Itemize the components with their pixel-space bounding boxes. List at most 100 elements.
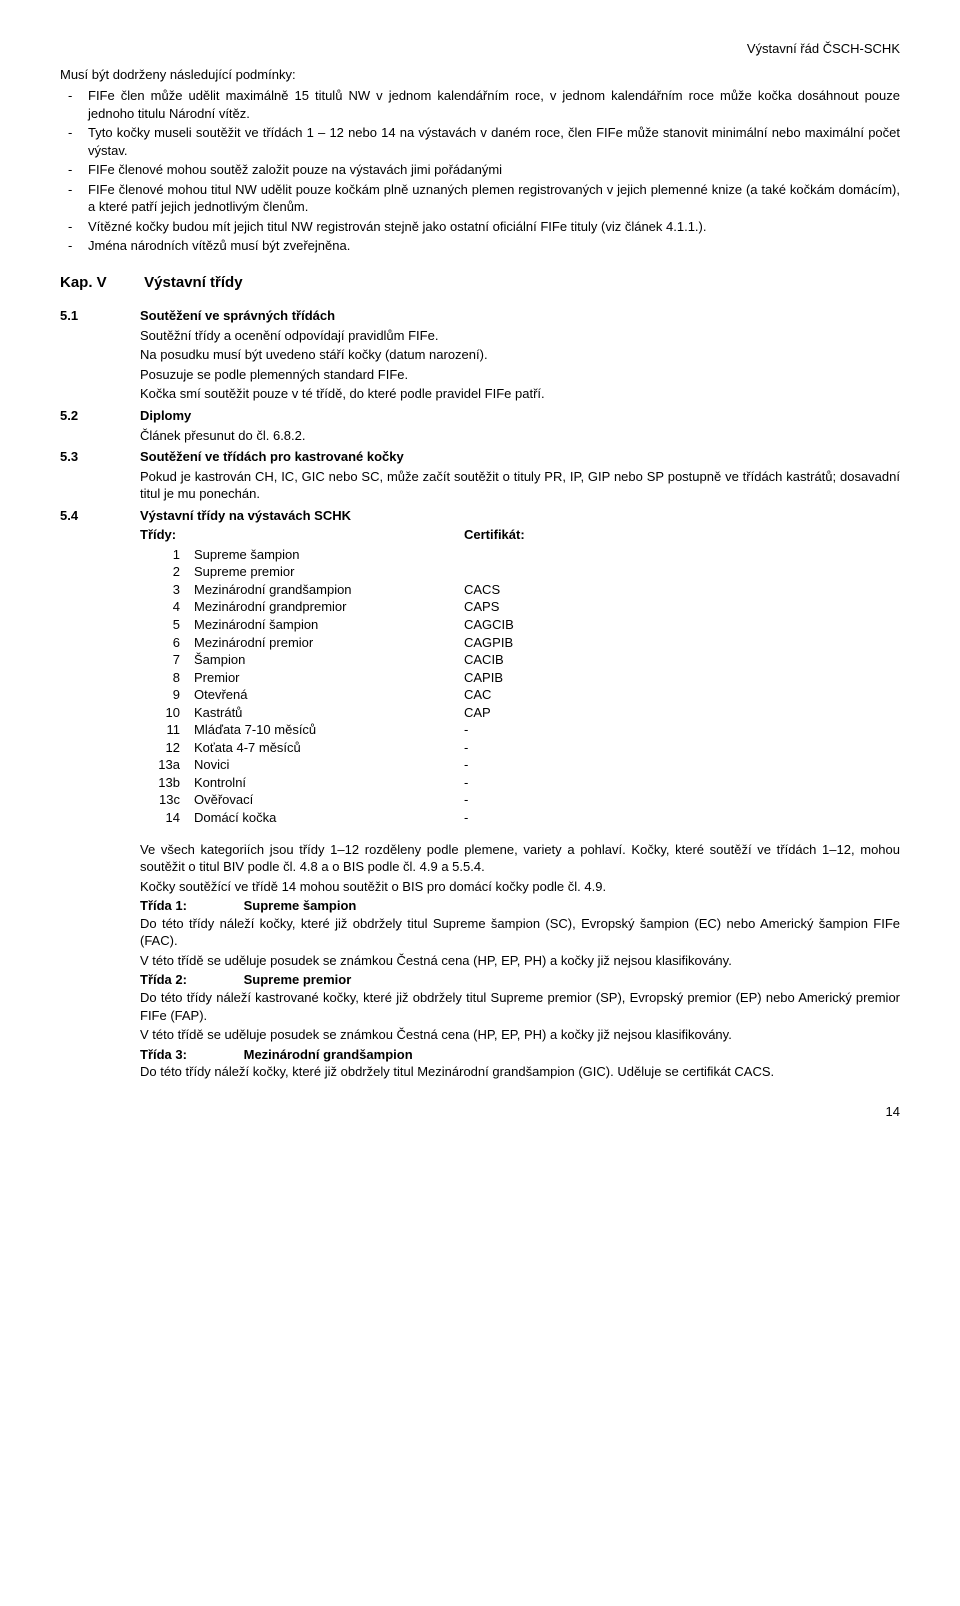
section-line: Soutěžní třídy a ocenění odpovídají prav… [140, 327, 900, 345]
class-cert: CACS [464, 581, 584, 599]
trida-heading: Třída 2: Supreme premior [140, 971, 900, 989]
trida-body-line: V této třídě se uděluje posudek se známk… [140, 1026, 900, 1044]
class-row: 3Mezinárodní grandšampionCACS [140, 581, 900, 599]
trida-title: Supreme šampion [244, 898, 357, 913]
class-row: 2Supreme premior [140, 563, 900, 581]
class-cert: CACIB [464, 651, 584, 669]
intro-bullet: FIFe člen může udělit maximálně 15 titul… [60, 87, 900, 122]
classes-col-label: Třídy: [140, 526, 464, 544]
section-number: 5.1 [60, 307, 140, 405]
class-cert: - [464, 739, 584, 757]
class-number: 13c [140, 791, 194, 809]
class-row: 8PremiorCAPIB [140, 669, 900, 687]
section-line: Článek přesunut do čl. 6.8.2. [140, 427, 900, 445]
class-number: 14 [140, 809, 194, 827]
class-row: 10KastrátůCAP [140, 704, 900, 722]
class-row: 9OtevřenáCAC [140, 686, 900, 704]
class-row: 14Domácí kočka- [140, 809, 900, 827]
section-note: Ve všech kategoriích jsou třídy 1–12 roz… [140, 841, 900, 876]
class-name: Šampion [194, 651, 464, 669]
trida-heading: Třída 1: Supreme šampion [140, 897, 900, 915]
section-line: Pokud je kastrován CH, IC, GIC nebo SC, … [140, 468, 900, 503]
class-name: Mezinárodní premior [194, 634, 464, 652]
intro-bullet: Tyto kočky museli soutěžit ve třídách 1 … [60, 124, 900, 159]
trida-title: Mezinárodní grandšampion [244, 1047, 413, 1062]
class-number: 13b [140, 774, 194, 792]
class-name: Novici [194, 756, 464, 774]
intro-bullets: FIFe člen může udělit maximálně 15 titul… [60, 87, 900, 255]
trida-body-line: V této třídě se uděluje posudek se známk… [140, 952, 900, 970]
class-number: 8 [140, 669, 194, 687]
section-number: 5.4 [60, 507, 140, 1083]
class-number: 7 [140, 651, 194, 669]
class-cert: - [464, 721, 584, 739]
class-cert: CAPIB [464, 669, 584, 687]
section-line: Na posudku musí být uvedeno stáří kočky … [140, 346, 900, 364]
section-5-2: 5.2 Diplomy Článek přesunut do čl. 6.8.2… [60, 407, 900, 446]
class-number: 5 [140, 616, 194, 634]
intro-lead: Musí být dodrženy následující podmínky: [60, 66, 900, 84]
class-name: Otevřená [194, 686, 464, 704]
class-row: 6Mezinárodní premiorCAGPIB [140, 634, 900, 652]
doc-header-right: Výstavní řád ČSCH-SCHK [60, 40, 900, 58]
section-title: Soutěžení ve třídách pro kastrované kočk… [140, 448, 900, 466]
class-row: 1Supreme šampion [140, 546, 900, 564]
class-number: 10 [140, 704, 194, 722]
trida-label: Třída 1: [140, 897, 240, 915]
section-5-3: 5.3 Soutěžení ve třídách pro kastrované … [60, 448, 900, 505]
trida-body-line: Do této třídy náleží kočky, které již ob… [140, 915, 900, 950]
class-row: 13cOvěřovací- [140, 791, 900, 809]
class-name: Kastrátů [194, 704, 464, 722]
section-title: Diplomy [140, 407, 900, 425]
class-table: 1Supreme šampion2Supreme premior3Mezinár… [140, 546, 900, 827]
class-number: 4 [140, 598, 194, 616]
class-row: 13aNovici- [140, 756, 900, 774]
class-number: 3 [140, 581, 194, 599]
chapter-title: Výstavní třídy [144, 274, 242, 291]
class-name: Ověřovací [194, 791, 464, 809]
class-name: Domácí kočka [194, 809, 464, 827]
class-number: 13a [140, 756, 194, 774]
class-cert: - [464, 756, 584, 774]
class-row: 12Koťata 4-7 měsíců- [140, 739, 900, 757]
class-number: 9 [140, 686, 194, 704]
class-row: 13bKontrolní- [140, 774, 900, 792]
section-5-4: 5.4 Výstavní třídy na výstavách SCHK Tří… [60, 507, 900, 1083]
intro-bullet: FIFe členové mohou soutěž založit pouze … [60, 161, 900, 179]
class-cert: CAPS [464, 598, 584, 616]
intro-bullet: Jména národních vítězů musí být zveřejně… [60, 237, 900, 255]
section-number: 5.2 [60, 407, 140, 446]
chapter-label: Kap. V [60, 273, 140, 293]
class-cert: CAP [464, 704, 584, 722]
section-title: Výstavní třídy na výstavách SCHK [140, 507, 900, 525]
class-name: Supreme šampion [194, 546, 464, 564]
class-name: Mláďata 7-10 měsíců [194, 721, 464, 739]
class-cert: - [464, 809, 584, 827]
class-number: 6 [140, 634, 194, 652]
class-name: Premior [194, 669, 464, 687]
trida-label: Třída 3: [140, 1046, 240, 1064]
section-5-1: 5.1 Soutěžení ve správných třídách Soutě… [60, 307, 900, 405]
trida-title: Supreme premior [244, 972, 352, 987]
trida-heading: Třída 3: Mezinárodní grandšampion [140, 1046, 900, 1064]
class-row: 7ŠampionCACIB [140, 651, 900, 669]
trida-body-line: Do této třídy náleží kočky, které již ob… [140, 1063, 900, 1081]
class-cert [464, 546, 584, 564]
class-cert: CAGPIB [464, 634, 584, 652]
intro-bullet: Vítězné kočky budou mít jejich titul NW … [60, 218, 900, 236]
class-number: 1 [140, 546, 194, 564]
section-note: Kočky soutěžící ve třídě 14 mohou soutěž… [140, 878, 900, 896]
class-name: Mezinárodní grandpremior [194, 598, 464, 616]
class-row: 5Mezinárodní šampionCAGCIB [140, 616, 900, 634]
class-table-header: Třídy: Certifikát: [140, 526, 900, 544]
class-name: Mezinárodní šampion [194, 616, 464, 634]
class-name: Koťata 4-7 měsíců [194, 739, 464, 757]
section-number: 5.3 [60, 448, 140, 505]
intro-bullet: FIFe členové mohou titul NW udělit pouze… [60, 181, 900, 216]
class-row: 11Mláďata 7-10 měsíců- [140, 721, 900, 739]
trida-label: Třída 2: [140, 971, 240, 989]
class-cert: - [464, 774, 584, 792]
class-number: 11 [140, 721, 194, 739]
class-name: Mezinárodní grandšampion [194, 581, 464, 599]
section-line: Posuzuje se podle plemenných standard FI… [140, 366, 900, 384]
